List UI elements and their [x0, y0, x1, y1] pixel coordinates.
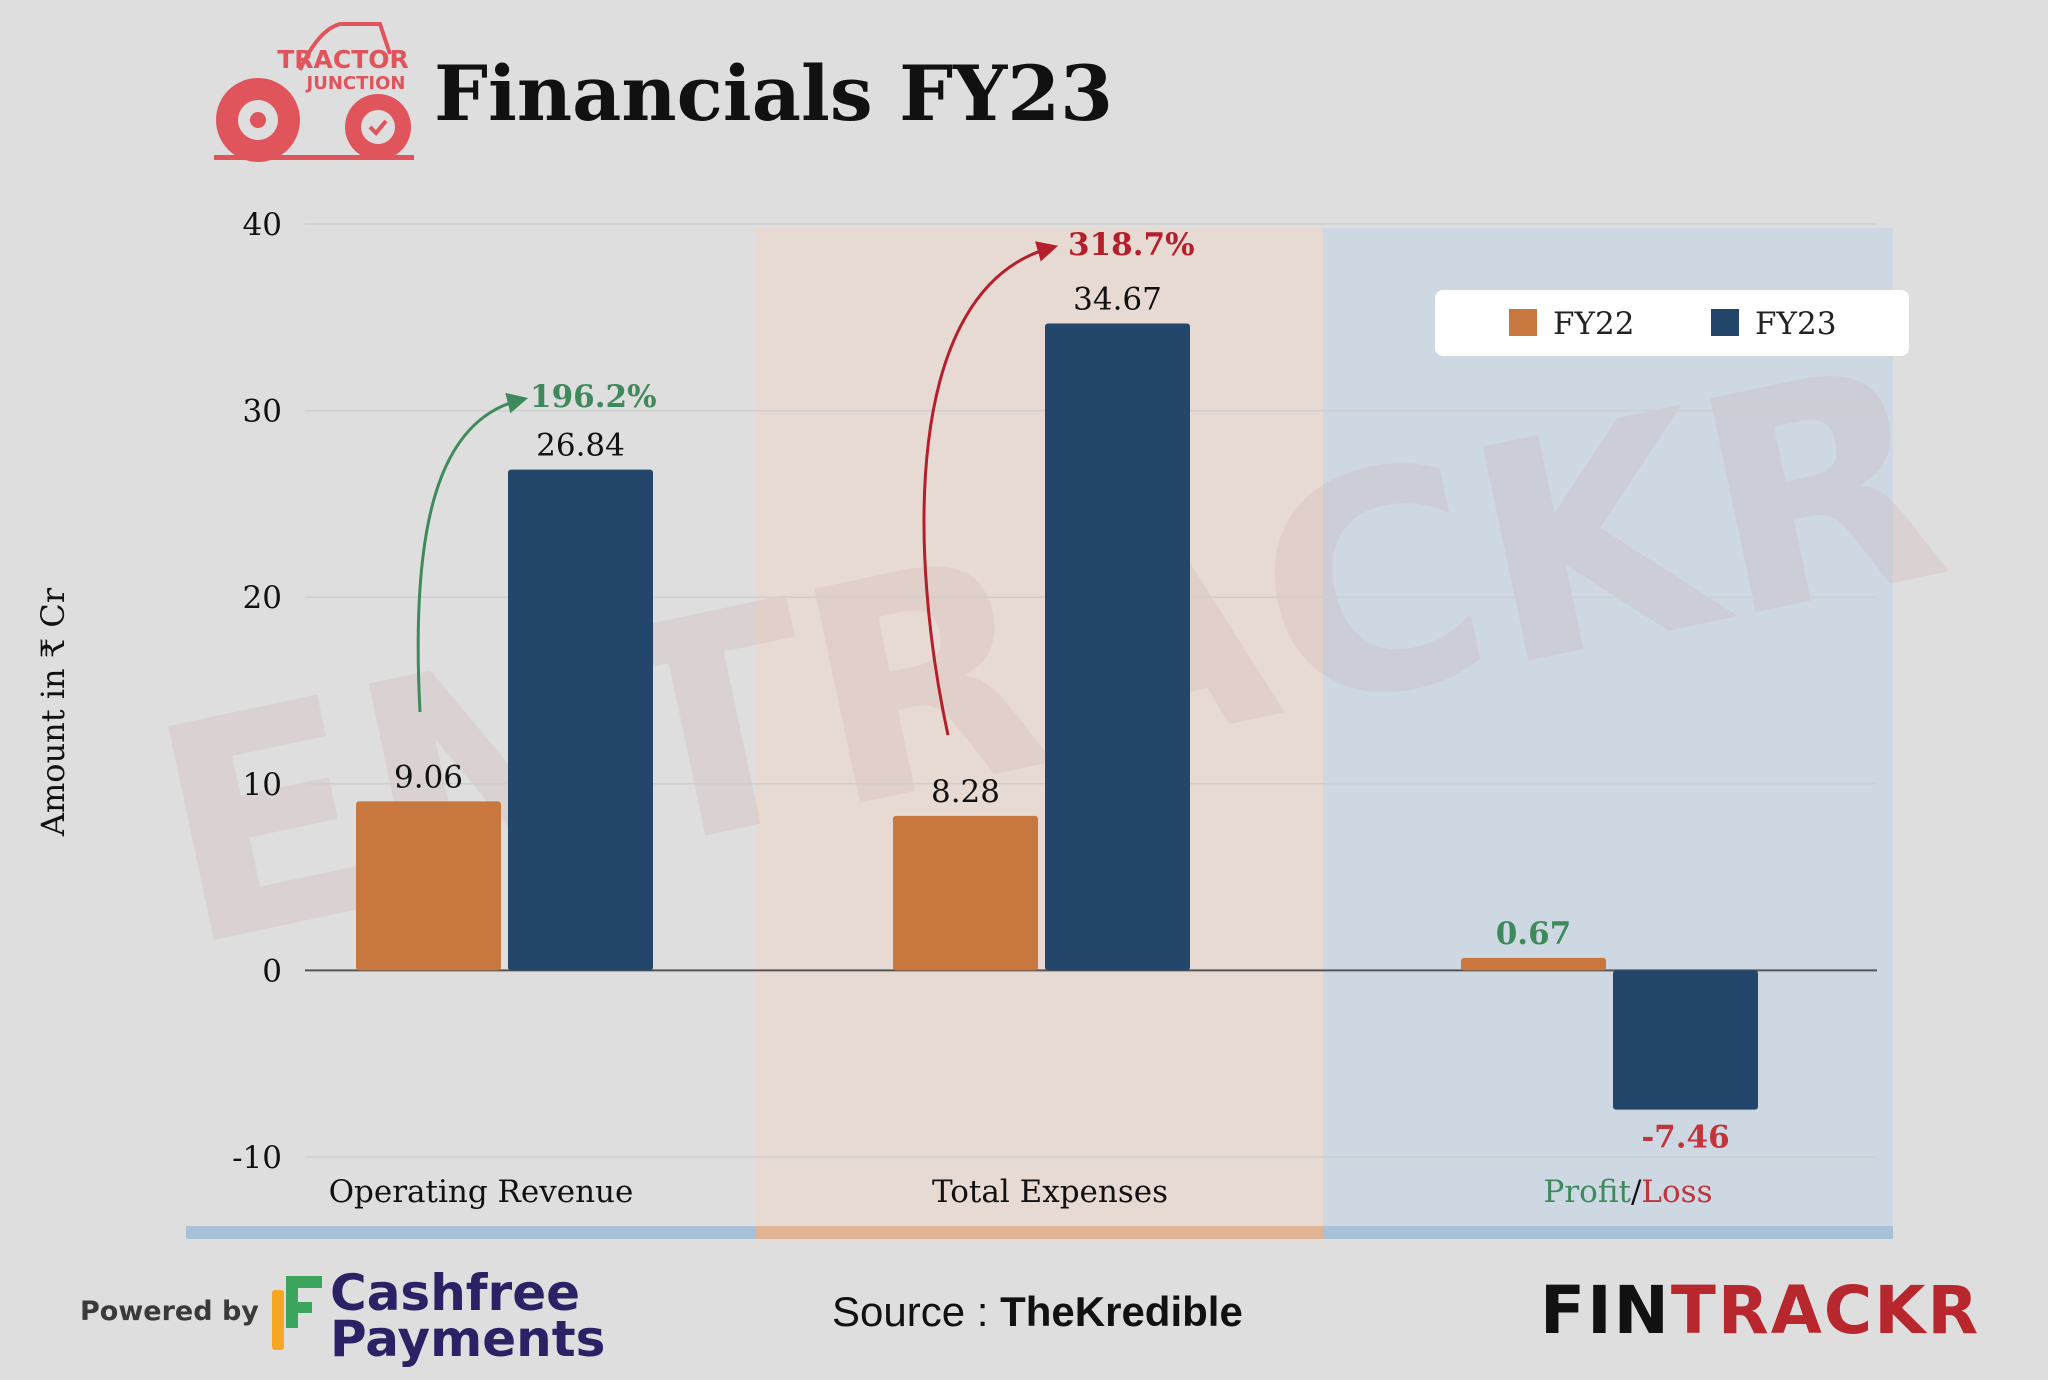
cashfree-wordmark-line2: Payments [330, 1310, 606, 1368]
cashfree-logo [272, 1276, 324, 1352]
bar-fy23-profit-loss [1613, 970, 1758, 1110]
source-name: TheKredible [1000, 1288, 1243, 1335]
legend-label-fy23: FY23 [1755, 306, 1836, 342]
tractor-junction-logo: TRACTOR JUNCTION [214, 22, 414, 162]
data-label-fy23-operating-revenue: 26.84 [536, 428, 625, 464]
fintrackr-logo-part2: TRACKR [1670, 1272, 1981, 1349]
y-tick-label: -10 [232, 1140, 282, 1176]
data-label-fy22-operating-revenue: 9.06 [394, 759, 463, 795]
source-credit: Source : TheKredible [832, 1288, 1243, 1336]
bar-fy22-profit-loss [1461, 957, 1606, 971]
data-label-fy22-profit-loss: 0.67 [1496, 916, 1572, 952]
fintrackr-logo-part1: FIN [1540, 1272, 1671, 1349]
category-label-profit: Profit [1543, 1174, 1631, 1210]
y-tick-label: 0 [262, 953, 282, 989]
strip-operating-revenue [186, 1226, 755, 1239]
data-label-fy23-profit-loss: -7.46 [1641, 1120, 1729, 1156]
legend-swatch-fy22 [1509, 309, 1537, 336]
page-title: Financials FY23 [434, 49, 1113, 138]
category-label-profit-loss: Profit/Loss [1543, 1174, 1712, 1210]
category-label-total-expenses: Total Expenses [932, 1174, 1168, 1210]
data-label-fy22-total-expenses: 8.28 [931, 774, 1000, 810]
y-tick-label: 20 [243, 580, 282, 616]
legend-swatch-fy23 [1711, 309, 1739, 336]
source-label: Source : [832, 1288, 1001, 1335]
category-label-slash: / [1631, 1174, 1642, 1210]
y-tick-label: 30 [243, 394, 282, 430]
bar-fy23-total-expenses [1045, 323, 1190, 971]
cashfree-wordmark-line1: Cashfree [330, 1264, 581, 1322]
strip-profit-loss [1323, 1226, 1893, 1239]
logo-text-tractor: TRACTOR [277, 45, 409, 74]
logo-text-junction: JUNCTION [305, 73, 406, 94]
growth-label-total-expenses: 318.7% [1068, 227, 1195, 263]
strip-total-expenses [755, 1226, 1323, 1239]
powered-by-label: Powered by [80, 1296, 259, 1327]
y-axis-label: Amount in ₹ Cr [34, 587, 72, 837]
legend: FY22 FY23 [1435, 290, 1909, 356]
legend-label-fy22: FY22 [1553, 306, 1634, 342]
growth-label-operating-revenue: 196.2% [530, 379, 657, 415]
y-tick-label: 40 [243, 207, 282, 243]
bar-fy22-operating-revenue [356, 801, 501, 971]
band-profit-loss [1323, 228, 1893, 1226]
growth-annotation-total-expenses: 318.7% [922, 227, 1195, 736]
y-tick-label: 10 [243, 767, 282, 803]
category-label-loss: Loss [1641, 1174, 1712, 1210]
fintrackr-logo: FINTRACKR [1540, 1272, 1980, 1349]
bar-fy23-operating-revenue [508, 469, 653, 971]
category-label-operating-revenue: Operating Revenue [329, 1174, 634, 1210]
growth-annotation-operating-revenue: 196.2% [416, 379, 657, 713]
cashfree-wordmark: Cashfree Payments [330, 1264, 606, 1368]
band-total-expenses [755, 228, 1323, 1226]
bar-fy22-total-expenses [893, 815, 1038, 971]
data-label-fy23-total-expenses: 34.67 [1073, 281, 1162, 317]
